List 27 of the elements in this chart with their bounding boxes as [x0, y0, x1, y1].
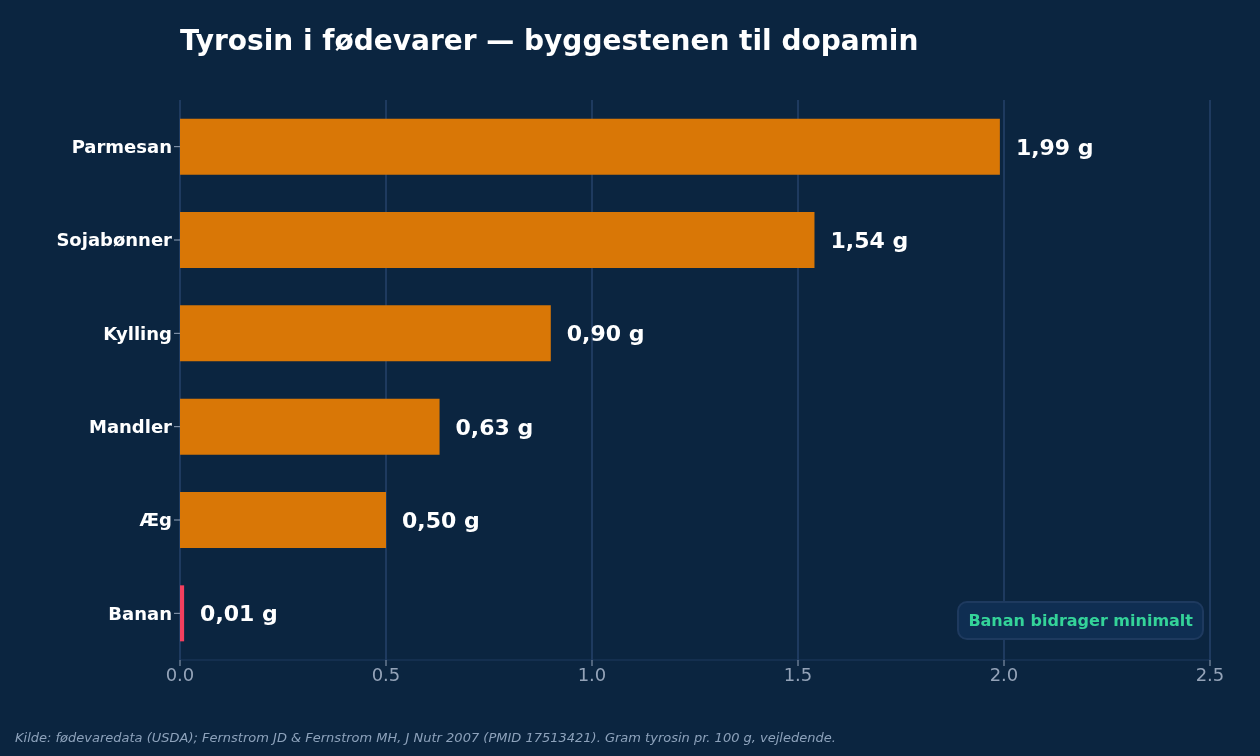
bar	[180, 118, 1000, 175]
y-tick-label: Sojabønner	[56, 229, 173, 251]
text: Kilde: fødevaredata (USDA); Fernstrom JD & Fernstrom MH, J Nutr 2007 (PMID 17513421). Gram tyrosin pr. 100 g, vejledende.	[15, 730, 836, 745]
y-tick-label: Kylling	[103, 322, 172, 344]
x-tick-label: 2.5	[1195, 663, 1225, 685]
data-label: 1,99 g	[1015, 134, 1094, 160]
x-tick-label: 0.5	[371, 663, 401, 685]
x-tick-label: 1.0	[577, 663, 607, 685]
data-label: 0,90 g	[566, 321, 645, 347]
chart-title: Tyrosin i fødevarer — byggestenen til dopamin	[180, 24, 919, 57]
data-label: 0,63 g	[455, 414, 534, 440]
y-tick-label: Æg	[139, 509, 172, 531]
data-label: 1,54 g	[830, 228, 909, 253]
annotation: Banan bidrager minimalt	[957, 601, 1204, 640]
bar	[180, 305, 551, 362]
bar	[180, 585, 185, 642]
x-tick-label: 0.0	[165, 663, 195, 685]
data-label: 0,50 g	[402, 508, 480, 533]
bar	[180, 492, 386, 548]
y-tick-label: Mandler	[88, 416, 173, 438]
y-tick-label: Parmesan	[71, 136, 172, 158]
data-label: 0,01 g	[200, 601, 278, 627]
bar	[180, 398, 440, 455]
y-tick-label: Banan	[108, 602, 172, 624]
x-tick-label: 2.0	[989, 663, 1019, 685]
bar	[180, 212, 815, 268]
x-tick-label: 1.5	[783, 663, 813, 685]
